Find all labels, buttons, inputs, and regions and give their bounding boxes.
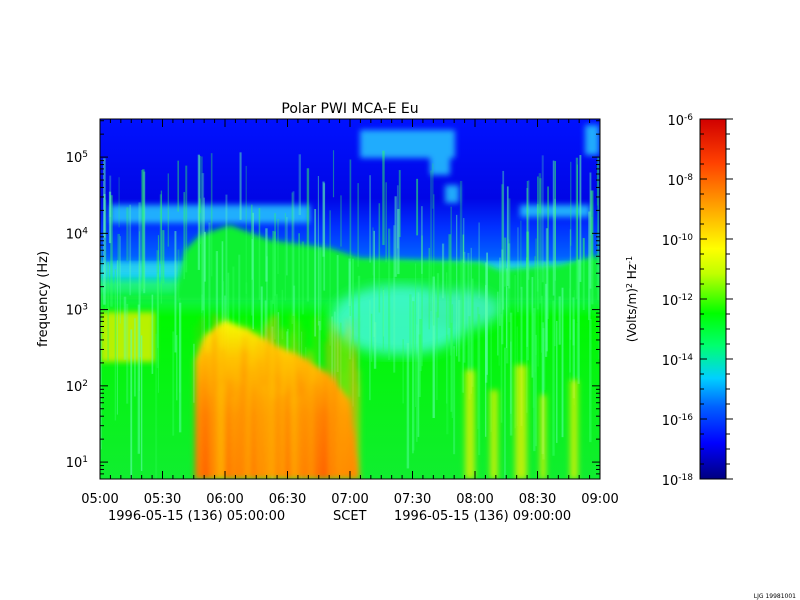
y-tick-label: 104 — [66, 226, 89, 242]
spectrogram-texture — [100, 150, 600, 479]
spectrogram-texture — [465, 365, 578, 479]
footer-start-time: 1996-05-15 (136) 05:00:00 — [108, 509, 285, 524]
footer-end-time: 1996-05-15 (136) 09:00:00 — [394, 509, 571, 524]
spectrogram-plot-area — [99, 118, 601, 480]
colorbar-tick-label: 10-12 — [662, 293, 693, 309]
x-tick-label: 07:30 — [394, 492, 431, 507]
y-tick-label: 103 — [66, 303, 88, 319]
colorbar-tick-label: 10-10 — [662, 233, 694, 249]
y-axis-label: frequency (Hz) — [36, 251, 51, 347]
chart-title: Polar PWI MCA-E Eu — [281, 101, 418, 117]
y-axis: 101 102 103 104 105 — [66, 120, 600, 480]
colorbar-tick-label: 10-14 — [662, 353, 694, 369]
spectrogram-texture — [100, 225, 600, 300]
spectrogram-texture — [330, 285, 500, 355]
colorbar-tick-label: 10-16 — [662, 413, 694, 429]
x-tick-label: 05:00 — [81, 492, 118, 507]
colorbar-tick-label: 10-6 — [667, 113, 693, 129]
x-axis: 05:00 05:30 06:00 06:30 07:00 07:30 08:00 08:30… — [81, 119, 619, 507]
y-tick-label: 105 — [66, 150, 88, 166]
footer-scet-label: SCET — [333, 509, 367, 524]
y-tick-label: 101 — [66, 455, 88, 471]
x-tick-label: 08:30 — [519, 492, 556, 507]
x-tick-label: 06:00 — [206, 492, 243, 507]
colorbar-tick-label: 10-8 — [667, 173, 693, 189]
credit-stamp: LJG 19981001 — [754, 593, 796, 600]
spectrogram-texture — [100, 312, 155, 362]
x-tick-label: 06:30 — [269, 492, 306, 507]
x-tick-label: 07:00 — [331, 492, 368, 507]
x-tick-label: 09:00 — [581, 492, 618, 507]
x-tick-label: 05:30 — [144, 492, 181, 507]
colorbar: 10-6 10-8 10-10 10-12 10-14 10-16 10-18 (Volts… — [625, 113, 733, 489]
spectrogram-texture — [195, 312, 360, 479]
colorbar-tick-label: 10-18 — [662, 473, 694, 489]
x-tick-label: 08:00 — [456, 492, 493, 507]
colorbar-label: (Volts/m)2 Hz-1 — [625, 256, 640, 342]
y-tick-label: 102 — [66, 379, 88, 395]
